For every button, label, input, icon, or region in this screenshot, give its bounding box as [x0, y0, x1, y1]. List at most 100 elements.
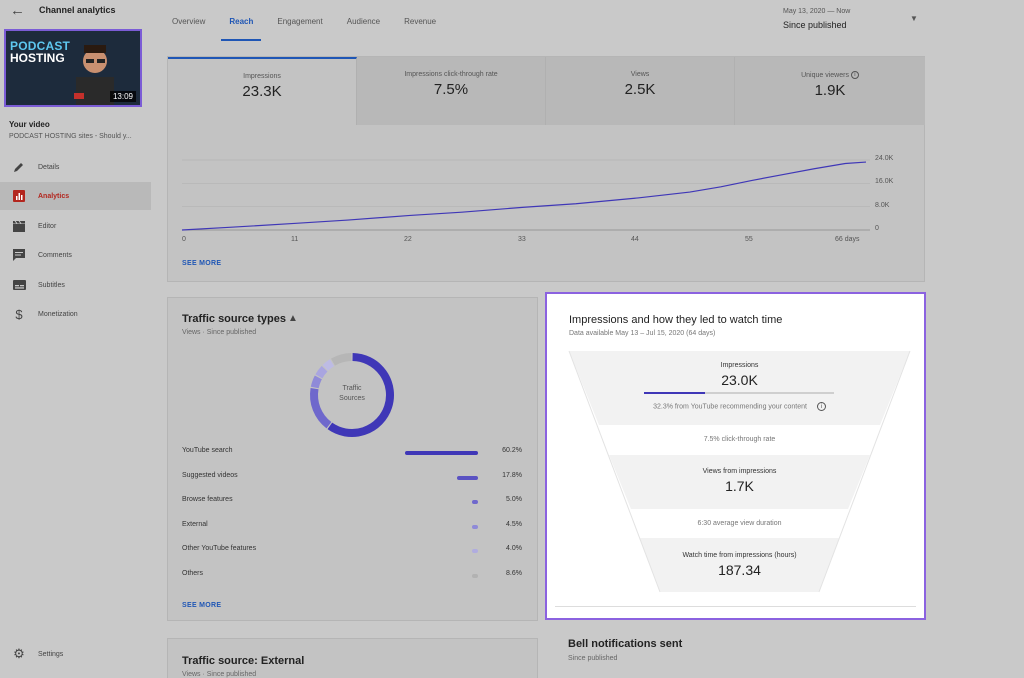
x-tick-label: 22: [404, 236, 412, 243]
metric-label: Impressions: [243, 73, 281, 80]
traffic-external-subtitle: Views · Since published: [182, 671, 257, 678]
sidebar-item-analytics[interactable]: Analytics: [0, 182, 151, 210]
traffic-subtitle: Views · Since published: [182, 329, 257, 336]
x-tick-label: 55: [745, 236, 753, 243]
duration-note: 6:30 average view duration: [697, 520, 782, 527]
traffic-source-name: YouTube search: [182, 447, 233, 454]
y-tick-label: 24.0K: [875, 155, 894, 162]
traffic-source-name: Browse features: [182, 496, 233, 503]
traffic-row[interactable]: YouTube search 60.2%: [182, 447, 522, 461]
x-tick-label: 44: [631, 236, 639, 243]
sidebar-item-label: Comments: [38, 251, 72, 259]
donut-slice: [322, 359, 335, 371]
traffic-percent: 5.0%: [506, 496, 522, 503]
recommend-note: 32.3% from YouTube recommending your con…: [653, 403, 807, 411]
tab-audience[interactable]: Audience: [346, 16, 381, 26]
traffic-bar: [457, 476, 478, 480]
metric-unique-viewers[interactable]: Unique viewers i 1.9K: [735, 57, 925, 125]
metric-label: Impressions click-through rate: [404, 71, 498, 78]
y-tick-label: 8.0K: [875, 202, 890, 209]
traffic-bar: [472, 525, 478, 529]
traffic-source-name: Suggested videos: [182, 472, 238, 479]
y-tick-label: 16.0K: [875, 178, 894, 185]
views-label: Views from impressions: [702, 468, 777, 475]
traffic-source-name: External: [182, 521, 208, 528]
video-duration: 13:09: [109, 91, 136, 102]
views-value: 1.7K: [725, 478, 754, 494]
x-tick-label: 0: [182, 236, 186, 243]
funnel-impressions: Impressions 23.0K: [569, 362, 910, 388]
comments-icon: [0, 249, 38, 261]
traffic-row[interactable]: Suggested videos 17.8%: [182, 472, 522, 486]
sidebar-item-monetization[interactable]: $ Monetization: [0, 300, 151, 328]
metric-ctr[interactable]: Impressions click-through rate 7.5%: [357, 57, 546, 125]
info-icon[interactable]: i: [850, 71, 859, 79]
tab-reach[interactable]: Reach: [221, 0, 262, 42]
your-video-label: Your video: [9, 120, 50, 129]
donut-slice: [330, 353, 352, 366]
video-thumbnail[interactable]: PODCAST HOSTING 13:09: [4, 29, 142, 107]
pencil-icon: [0, 161, 38, 173]
bell-subtitle: Since published: [568, 655, 618, 662]
donut-label-line-2: Sources: [339, 395, 365, 402]
funnel-subtitle: Data available May 13 – Jul 15, 2020 (64…: [569, 330, 716, 337]
sidebar-item-subtitles[interactable]: Subtitles: [0, 271, 151, 299]
traffic-title: Traffic source types: [182, 313, 286, 325]
date-range-picker[interactable]: May 13, 2020 — Now Since published: [783, 8, 850, 30]
traffic-source-name: Others: [182, 570, 204, 577]
traffic-row[interactable]: External 4.5%: [182, 521, 522, 535]
traffic-percent: 8.6%: [506, 570, 522, 577]
y-tick-label: 0: [875, 225, 879, 232]
arrow-left-icon[interactable]: ←: [10, 2, 25, 19]
traffic-see-more-link[interactable]: SEE MORE: [182, 602, 222, 609]
sidebar-item-label: Settings: [38, 650, 64, 658]
date-range-label: Since published: [783, 20, 847, 30]
sidebar-item-details[interactable]: Details: [0, 153, 151, 181]
reach-see-more-link[interactable]: SEE MORE: [182, 260, 222, 267]
traffic-percent: 4.5%: [506, 521, 522, 528]
traffic-donut-chart: [310, 353, 394, 437]
watch-time-label: Watch time from impressions (hours): [682, 552, 797, 559]
dropdown-arrow-icon[interactable]: ▼: [910, 14, 918, 23]
date-range-dates: May 13, 2020 — Now: [783, 8, 851, 15]
x-tick-label: 33: [518, 236, 526, 243]
info-icon[interactable]: i: [816, 402, 826, 411]
metric-value: 7.5%: [433, 81, 469, 98]
metric-label-text: Unique viewers: [801, 71, 849, 79]
sidebar-item-editor[interactable]: Editor: [0, 212, 151, 240]
clapperboard-icon: [0, 220, 38, 232]
thumbnail-text-1: PODCAST: [10, 39, 71, 53]
sidebar-item-label: Editor: [38, 222, 57, 230]
funnel-divider: [555, 606, 916, 607]
metric-views[interactable]: Views 2.5K: [546, 57, 735, 125]
metric-label: Unique viewers i: [735, 71, 925, 79]
video-title[interactable]: PODCAST HOSTING sites - Should y...: [9, 133, 132, 140]
tab-engagement[interactable]: Engagement: [277, 16, 323, 26]
traffic-row[interactable]: Browse features 5.0%: [182, 496, 522, 510]
tab-overview[interactable]: Overview: [172, 16, 206, 26]
traffic-bar: [472, 549, 478, 553]
traffic-source-name: Other YouTube features: [182, 545, 257, 552]
sidebar-item-label: Analytics: [38, 192, 70, 200]
sidebar-item-settings[interactable]: ⚙ Settings: [0, 640, 151, 668]
gear-icon: ⚙: [13, 646, 25, 661]
traffic-percent: 17.8%: [502, 472, 522, 479]
metric-impressions[interactable]: Impressions 23.3K: [168, 57, 357, 125]
sidebar-item-comments[interactable]: Comments: [0, 241, 151, 269]
impressions-progress-fill: [644, 392, 706, 394]
donut-slice: [315, 365, 328, 379]
donut-label-line-1: Traffic: [342, 385, 362, 392]
donut-slice: [310, 387, 332, 429]
impressions-label: Impressions: [720, 362, 759, 369]
watch-time-value: 187.34: [718, 562, 761, 578]
traffic-row[interactable]: Others 8.6%: [182, 570, 522, 584]
traffic-external-title: Traffic source: External: [182, 655, 305, 667]
impressions-progress-track: [644, 392, 834, 394]
traffic-external-card: [167, 638, 538, 678]
traffic-percent: 4.0%: [506, 545, 522, 552]
traffic-row[interactable]: Other YouTube features 4.0%: [182, 545, 522, 559]
tab-bar: Overview Reach Engagement Audience Reven…: [164, 0, 452, 42]
warning-triangle-icon[interactable]: ▲: [288, 313, 298, 324]
tab-revenue[interactable]: Revenue: [404, 16, 437, 26]
bell-title: Bell notifications sent: [568, 638, 683, 650]
